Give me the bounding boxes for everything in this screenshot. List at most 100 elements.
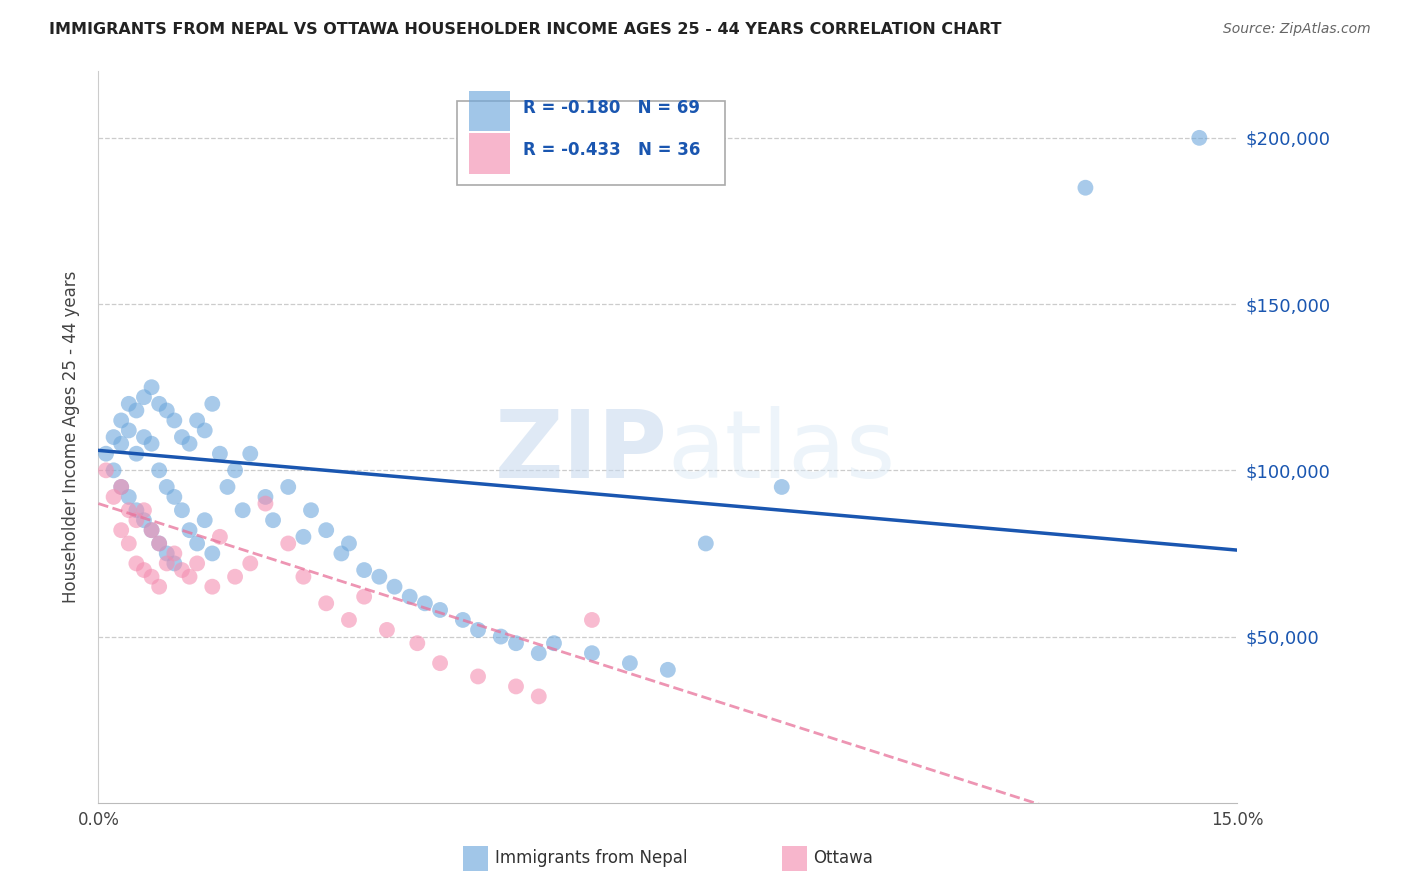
Point (148, 580, 170, 594)
Point (467, 669, 489, 683)
Point (543, 636, 565, 650)
Text: Ottawa: Ottawa (814, 848, 873, 867)
Point (148, 536, 170, 550)
Point (315, 523, 337, 537)
Point (224, 463, 246, 477)
Point (148, 397, 170, 411)
Point (118, 503, 141, 517)
Bar (468, 91, 509, 131)
Point (141, 523, 163, 537)
Point (110, 480, 132, 494)
Point (368, 570, 391, 584)
Point (384, 580, 406, 594)
Point (103, 430, 125, 444)
Point (118, 424, 141, 438)
Point (201, 546, 224, 560)
Point (186, 557, 208, 571)
Point (163, 546, 186, 560)
Point (194, 513, 217, 527)
Point (94, 463, 117, 477)
Point (179, 523, 201, 537)
Point (262, 513, 284, 527)
Point (619, 656, 641, 670)
Point (505, 636, 527, 650)
Point (277, 536, 299, 550)
Text: IMMIGRANTS FROM NEPAL VS OTTAWA HOUSEHOLDER INCOME AGES 25 - 44 YEARS CORRELATIO: IMMIGRANTS FROM NEPAL VS OTTAWA HOUSEHOL… (49, 22, 1001, 37)
Text: R = -0.433   N = 36: R = -0.433 N = 36 (523, 141, 700, 159)
Point (110, 480, 132, 494)
FancyBboxPatch shape (457, 101, 725, 185)
Point (451, 613, 474, 627)
Point (110, 436, 132, 450)
Point (413, 596, 436, 610)
Point (292, 570, 315, 584)
Point (132, 430, 155, 444)
Point (186, 413, 208, 427)
Point (118, 397, 141, 411)
Point (186, 536, 208, 550)
Point (141, 570, 163, 584)
Point (224, 570, 246, 584)
Point (132, 390, 155, 404)
Point (657, 663, 679, 677)
Point (429, 656, 451, 670)
Point (1188, 131, 1211, 145)
Point (132, 563, 155, 577)
Point (232, 503, 254, 517)
Point (330, 546, 353, 560)
Point (125, 447, 148, 461)
Point (156, 546, 179, 560)
Point (201, 397, 224, 411)
Bar (468, 133, 509, 174)
Point (375, 623, 398, 637)
Point (179, 570, 201, 584)
Point (489, 630, 512, 644)
Point (163, 557, 186, 571)
Point (118, 536, 141, 550)
Point (132, 513, 155, 527)
Point (118, 490, 141, 504)
Point (94, 447, 117, 461)
Point (170, 563, 193, 577)
Point (505, 680, 527, 694)
Point (292, 530, 315, 544)
Point (148, 536, 170, 550)
Point (141, 380, 163, 394)
Point (170, 430, 193, 444)
Point (337, 536, 360, 550)
Point (125, 403, 148, 417)
Point (770, 480, 793, 494)
Point (527, 646, 550, 660)
Bar (463, 846, 488, 871)
Point (1074, 180, 1097, 194)
Point (179, 436, 201, 450)
Point (170, 503, 193, 517)
Point (398, 590, 420, 604)
Text: atlas: atlas (668, 406, 896, 498)
Point (141, 436, 163, 450)
Point (156, 480, 179, 494)
Point (208, 447, 231, 461)
Point (125, 503, 148, 517)
Point (163, 490, 186, 504)
Point (208, 530, 231, 544)
Point (103, 463, 125, 477)
Point (163, 413, 186, 427)
Bar (782, 846, 807, 871)
Point (254, 497, 277, 511)
Point (132, 503, 155, 517)
Point (217, 480, 239, 494)
Text: Immigrants from Nepal: Immigrants from Nepal (495, 848, 688, 867)
Point (148, 463, 170, 477)
Point (315, 596, 337, 610)
Point (353, 563, 375, 577)
Point (156, 403, 179, 417)
Point (467, 623, 489, 637)
Point (194, 424, 217, 438)
Point (406, 636, 429, 650)
Point (527, 690, 550, 704)
Point (156, 557, 179, 571)
Text: Source: ZipAtlas.com: Source: ZipAtlas.com (1223, 22, 1371, 37)
Text: ZIP: ZIP (495, 406, 668, 498)
Point (299, 503, 322, 517)
